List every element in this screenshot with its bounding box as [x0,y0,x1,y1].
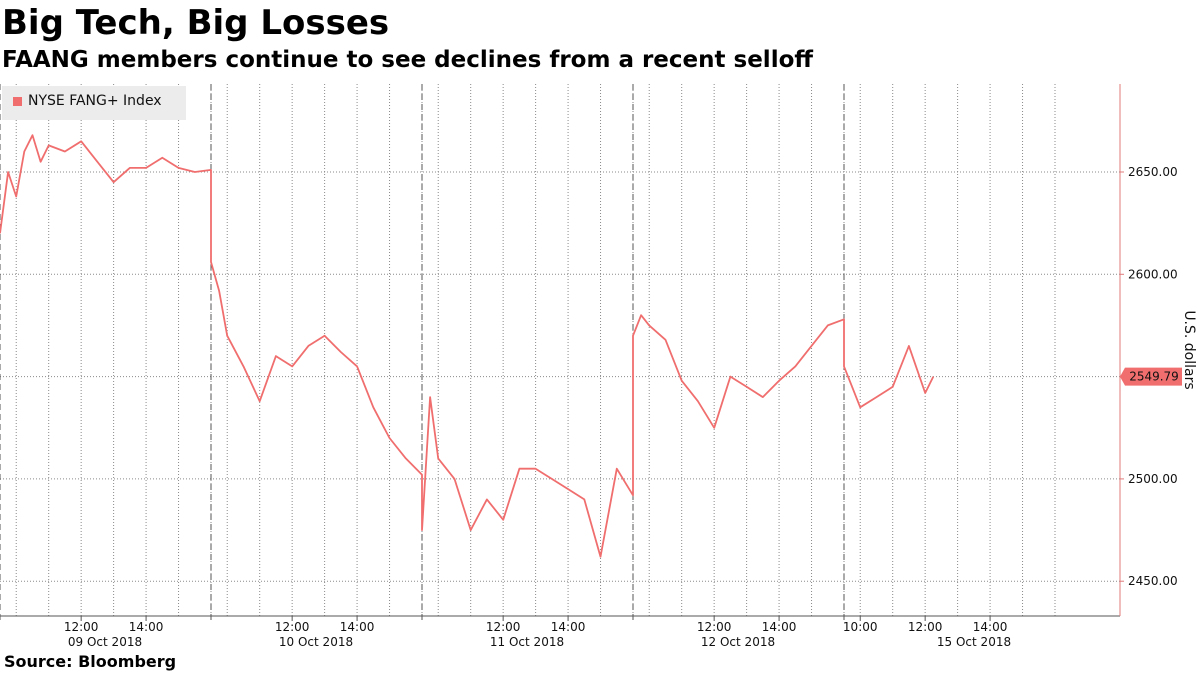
x-tick-label: 12:00 [486,620,521,634]
x-tick-label: 12:00 [908,620,943,634]
y-axis-label: U.S. dollars [1181,310,1197,389]
x-tick-label: 14:00 [340,620,375,634]
chart-title: Big Tech, Big Losses [2,3,390,43]
y-tick-label: 2600.00 [1128,267,1178,281]
x-date-label: 11 Oct 2018 [490,635,564,649]
x-tick-label: 10:00 [843,620,878,634]
x-date-label: 09 Oct 2018 [68,635,142,649]
legend-label: NYSE FANG+ Index [28,93,162,109]
last-value-label: 2549.79 [1129,370,1179,384]
x-date-label: 10 Oct 2018 [279,635,353,649]
x-tick-label: 14:00 [973,620,1008,634]
x-tick-label: 14:00 [762,620,797,634]
series-line [0,134,935,558]
y-tick-label: 2650.00 [1128,165,1178,179]
chart-subtitle: FAANG members continue to see declines f… [2,47,814,73]
y-tick-label: 2450.00 [1128,574,1178,588]
legend: NYSE FANG+ Index [2,86,186,120]
last-value-badge [1120,367,1182,386]
x-date-label: 15 Oct 2018 [937,635,1011,649]
x-tick-label: 14:00 [129,620,164,634]
x-tick-label: 12:00 [697,620,732,634]
x-tick-label: 12:00 [275,620,310,634]
x-tick-label: 14:00 [551,620,586,634]
legend-swatch [13,97,22,106]
x-date-label: 12 Oct 2018 [701,635,775,649]
y-tick-label: 2500.00 [1128,472,1178,486]
source-note: Source: Bloomberg [4,652,177,671]
x-tick-label: 12:00 [64,620,99,634]
